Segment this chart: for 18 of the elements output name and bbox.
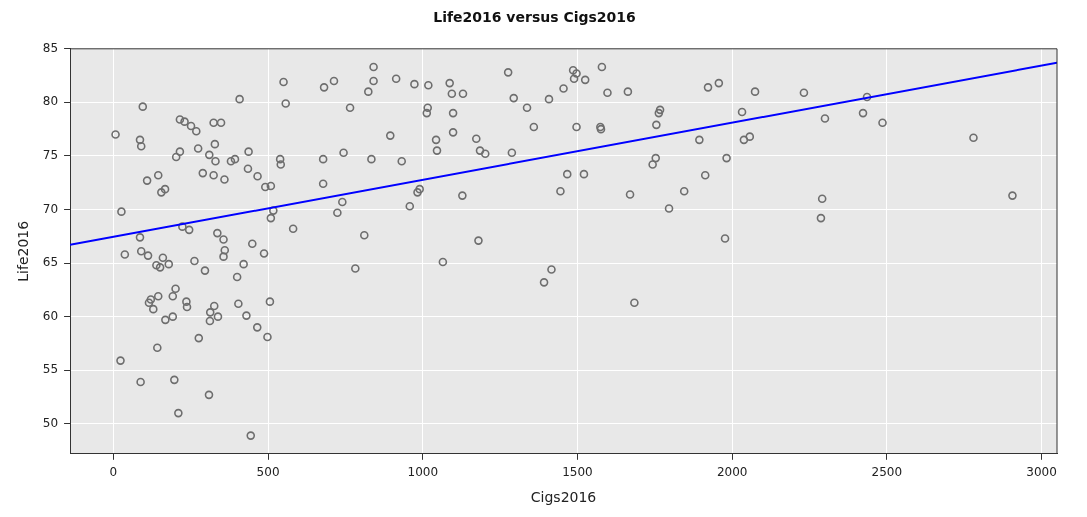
x-tick-label: 1000 xyxy=(407,465,439,480)
chart-title: Life2016 versus Cigs2016 xyxy=(433,9,636,26)
y-tick-label: 60 xyxy=(42,308,59,323)
y-tick-label: 55 xyxy=(42,362,59,377)
y-tick-label: 80 xyxy=(42,94,59,109)
x-tick-label: 0 xyxy=(109,465,118,480)
y-axis-title: Life2016 xyxy=(15,220,32,282)
y-tick-label: 70 xyxy=(42,201,59,216)
x-axis-title: Cigs2016 xyxy=(530,489,597,506)
x-tick-label: 500 xyxy=(256,465,280,480)
y-tick-label: 85 xyxy=(42,40,59,55)
x-tick-label: 3000 xyxy=(1026,465,1057,480)
x-tick-label: 1500 xyxy=(562,465,593,480)
x-tick-label: 2500 xyxy=(871,465,903,480)
y-tick-label: 50 xyxy=(42,415,59,430)
x-tick-label: 2000 xyxy=(716,465,748,480)
y-tick-label: 75 xyxy=(42,148,59,163)
y-tick-label: 65 xyxy=(42,255,59,270)
